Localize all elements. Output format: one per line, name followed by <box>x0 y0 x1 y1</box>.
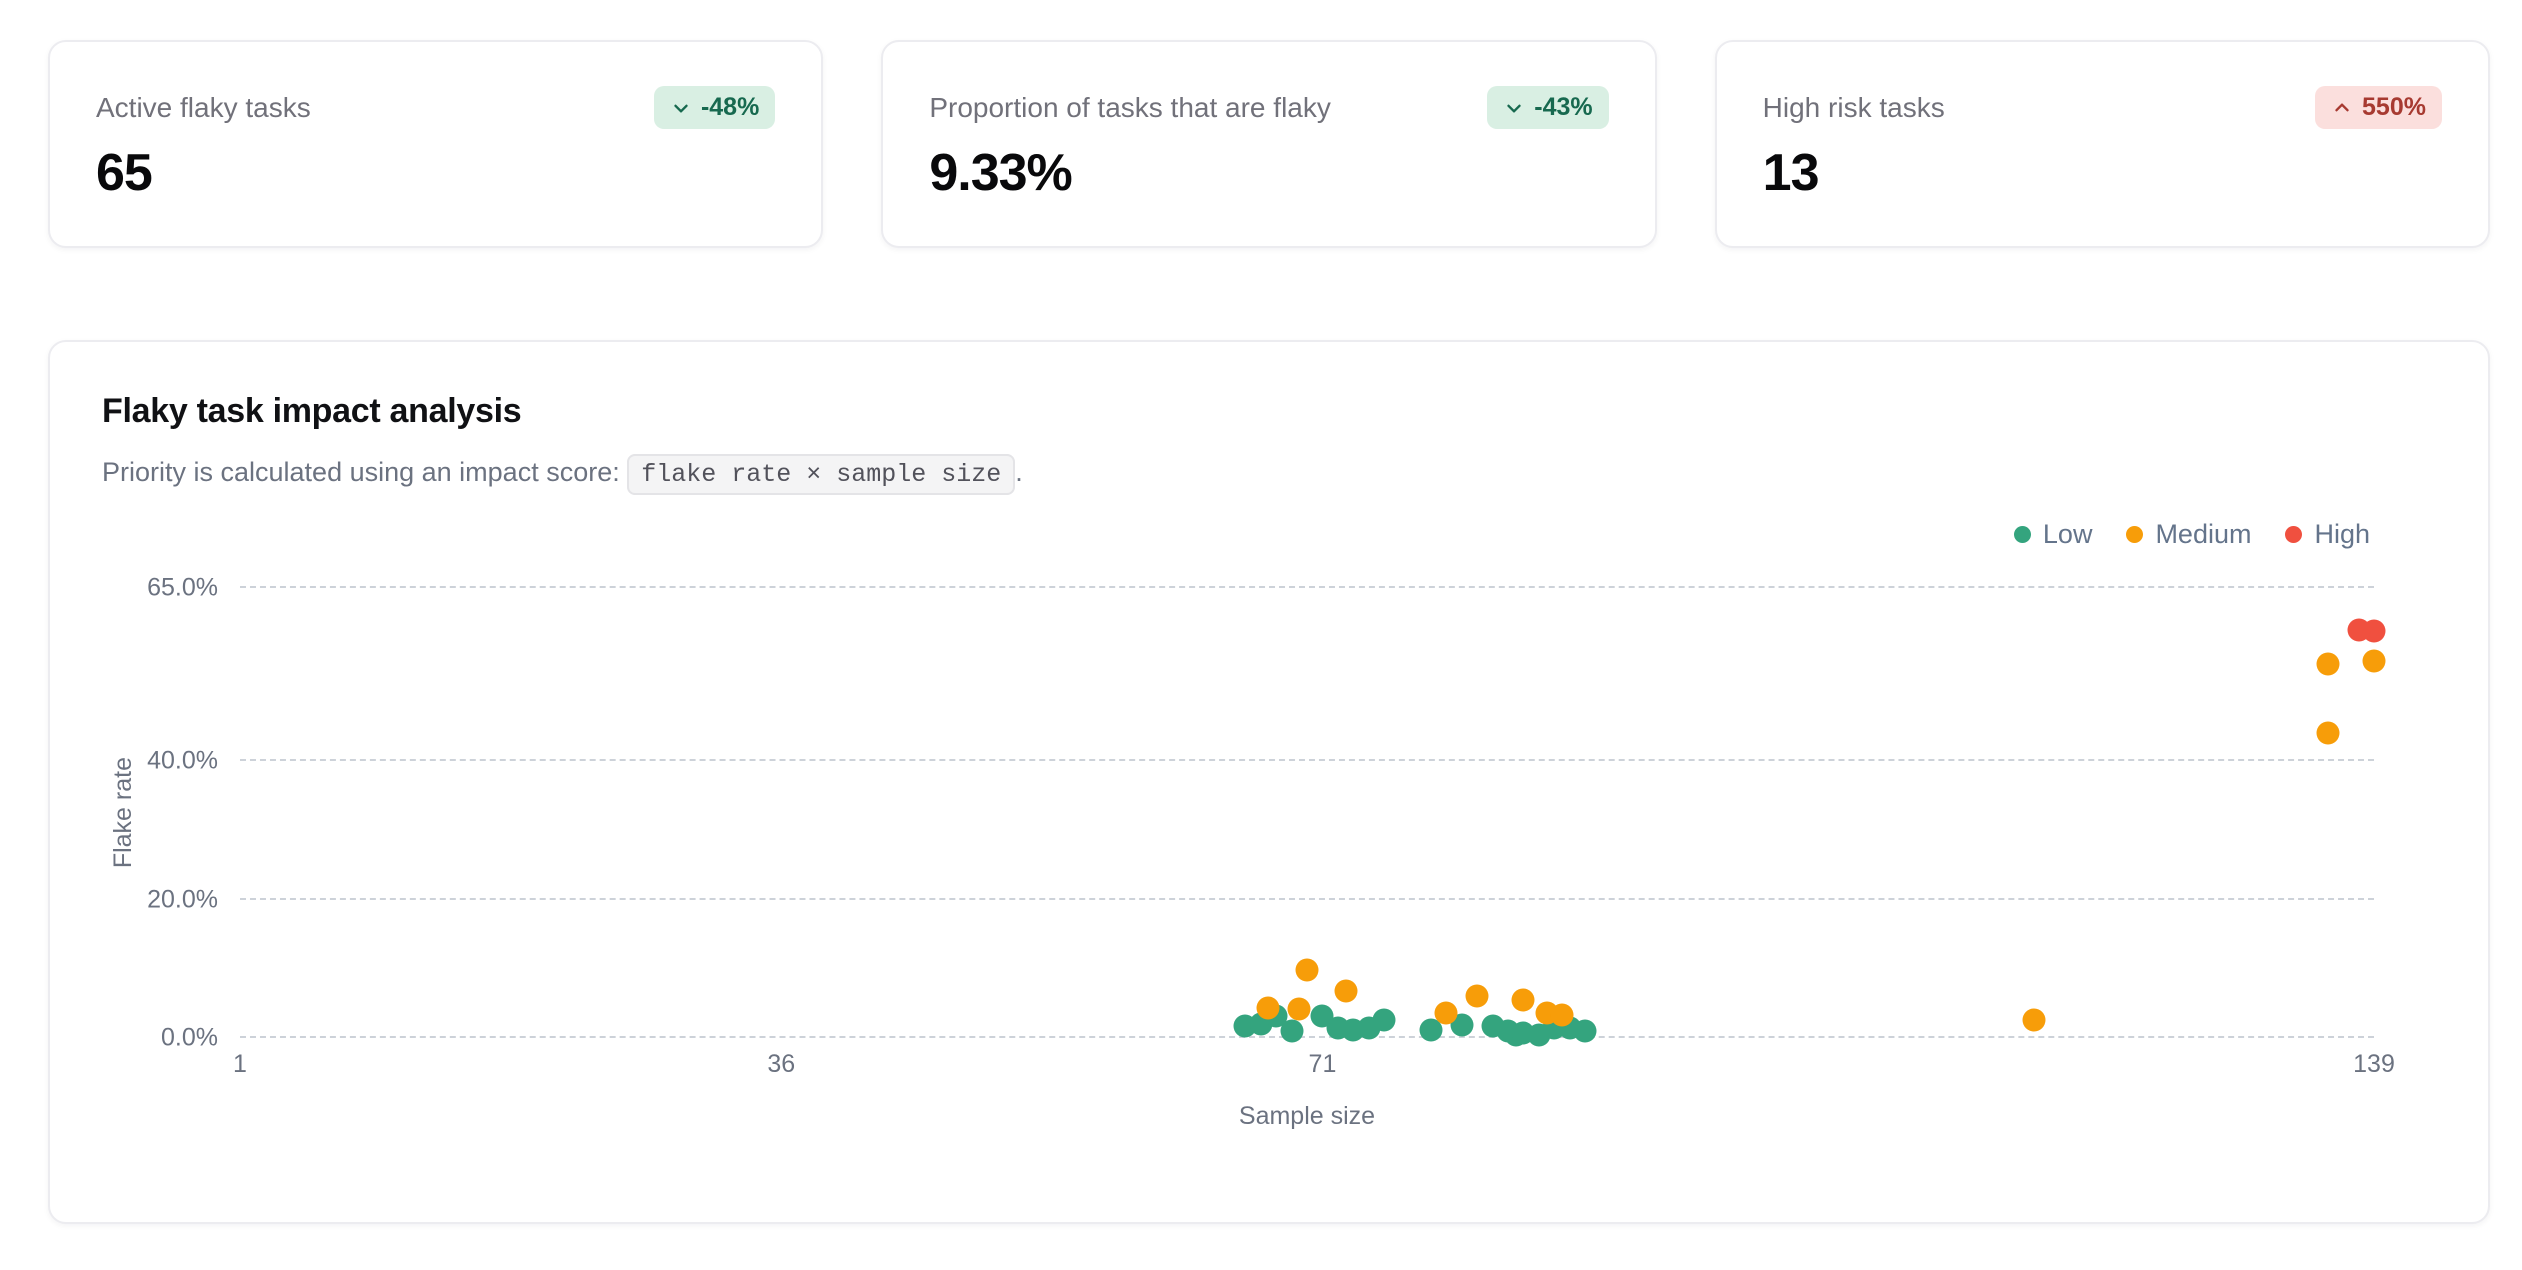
scatter-point-medium[interactable] <box>2316 721 2340 745</box>
stat-label: Active flaky tasks <box>96 91 311 123</box>
scatter-point-low[interactable] <box>1419 1018 1443 1042</box>
stat-card-header: High risk tasks 550% <box>1763 86 2442 129</box>
trend-badge: -48% <box>653 86 776 129</box>
h-gridline <box>240 759 2374 762</box>
y-tick-label: 65.0% <box>147 573 218 602</box>
stat-label: Proportion of tasks that are flaky <box>929 91 1331 123</box>
scatter-point-medium[interactable] <box>1511 988 1535 1012</box>
chart-subtitle-period: . <box>1015 457 1023 487</box>
chart-title: Flaky task impact analysis <box>102 392 522 430</box>
scatter-point-medium[interactable] <box>1295 958 1319 982</box>
x-tick-label: 71 <box>1308 1050 1337 1078</box>
scatter-point-medium[interactable] <box>2022 1008 2046 1032</box>
scatter-point-low[interactable] <box>1573 1019 1597 1043</box>
x-tick-label: 139 <box>2353 1050 2395 1078</box>
legend-item-medium[interactable]: Medium <box>2126 519 2251 550</box>
legend-label: High <box>2314 519 2370 549</box>
scatter-point-medium[interactable] <box>1287 997 1311 1021</box>
x-axis-ticks: 1 36 71 139 <box>233 1050 2395 1082</box>
y-tick-label: 0.0% <box>161 1023 218 1052</box>
stat-value: 9.33% <box>929 144 1072 202</box>
h-gridline <box>240 897 2374 900</box>
scatter-point-high[interactable] <box>2362 619 2386 643</box>
chart-area: Flake rate 0.0% 20.0% 40.0% 65.0% 1 36 71 139 … <box>102 574 2436 1131</box>
impact-score-formula-chip: flake rate × sample size <box>627 454 1016 495</box>
plot-column: 0.0% 20.0% 40.0% 65.0% 1 36 71 139 Sample size <box>147 574 2395 1131</box>
stat-card-active-flaky-tasks: Active flaky tasks -48% 65 <box>48 40 824 248</box>
stat-card-header: Proportion of tasks that are flaky -43% <box>929 86 1609 129</box>
scatter-point-medium[interactable] <box>2362 649 2386 673</box>
scatter-point-medium[interactable] <box>1256 996 1280 1020</box>
trend-badge-value: -48% <box>700 93 760 121</box>
stats-row: Active flaky tasks -48% 65 Proportion of… <box>48 40 2490 248</box>
legend-item-high[interactable]: High <box>2285 519 2370 550</box>
dashboard-page: Active flaky tasks -48% 65 Proportion of… <box>48 40 2490 1224</box>
stat-value: 13 <box>1762 144 1820 202</box>
scatter-point-low[interactable] <box>1280 1019 1304 1043</box>
y-tick-label: 20.0% <box>147 885 218 914</box>
stat-label: High risk tasks <box>1762 91 1945 123</box>
stat-card-flaky-proportion: Proportion of tasks that are flaky -43% … <box>881 40 1657 248</box>
scatter-point-low[interactable] <box>1372 1008 1396 1032</box>
legend-dot-icon <box>2285 526 2303 543</box>
chart-legend: Low Medium High <box>102 519 2370 550</box>
trend-badge-value: 550% <box>2362 93 2426 121</box>
x-tick-label: 1 <box>233 1050 247 1078</box>
legend-label: Medium <box>2155 519 2252 549</box>
legend-dot-icon <box>2013 526 2031 543</box>
h-gridline <box>240 586 2374 588</box>
stat-value: 65 <box>96 144 153 202</box>
scatter-point-medium[interactable] <box>1434 1001 1458 1025</box>
chart-card: Flaky task impact analysis Priority is c… <box>48 340 2490 1224</box>
chevron-down-icon <box>1507 104 1521 113</box>
y-tick-label: 40.0% <box>147 746 218 775</box>
y-axis-title: Flake rate <box>108 757 137 869</box>
scatter-point-medium[interactable] <box>1550 1003 1574 1027</box>
legend-dot-icon <box>2126 526 2144 543</box>
x-axis-title: Sample size <box>1238 1102 1376 1130</box>
chevron-down-icon <box>674 104 688 113</box>
chart-subtitle: Priority is calculated using an impact s… <box>102 454 2436 495</box>
scatter-point-medium[interactable] <box>2316 652 2340 676</box>
scatter-plot: 0.0% 20.0% 40.0% 65.0% <box>147 574 2386 1052</box>
scatter-point-medium[interactable] <box>1465 984 1489 1008</box>
trend-badge-value: -43% <box>1534 93 1593 121</box>
trend-badge: -43% <box>1487 86 1609 129</box>
scatter-point-medium[interactable] <box>1334 979 1358 1003</box>
chevron-up-icon <box>2335 102 2349 111</box>
h-gridline <box>240 1036 2374 1038</box>
legend-label: Low <box>2042 519 2093 549</box>
trend-badge: 550% <box>2315 86 2442 129</box>
stat-card-high-risk-tasks: High risk tasks 550% 13 <box>1714 40 2490 248</box>
x-tick-label: 36 <box>767 1050 796 1078</box>
stat-card-header: Active flaky tasks -48% <box>96 86 776 129</box>
chart-subtitle-text: Priority is calculated using an impact s… <box>102 457 628 487</box>
legend-item-low[interactable]: Low <box>2013 519 2093 550</box>
